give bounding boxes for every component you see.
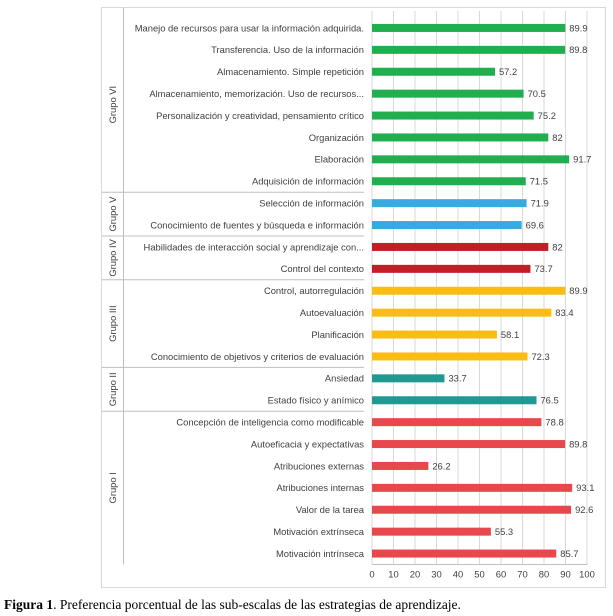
x-tick-label: 40 xyxy=(453,569,463,580)
category-label: Control del contexto xyxy=(281,263,364,274)
category-label: Atribuciones externas xyxy=(274,460,364,471)
group-label: Grupo IV xyxy=(107,238,118,276)
data-label: 82 xyxy=(552,241,562,252)
bar xyxy=(372,461,429,470)
data-label: 93.1 xyxy=(576,482,594,493)
bar xyxy=(372,286,566,295)
category-label: Transferencia. Uso de la información xyxy=(211,44,364,55)
category-label: Autoevaluación xyxy=(300,307,364,318)
data-label: 70.5 xyxy=(528,88,546,99)
bar xyxy=(372,45,566,54)
data-label: 69.6 xyxy=(526,219,544,230)
group-label: Grupo V xyxy=(107,196,118,232)
data-label: 58.1 xyxy=(501,329,519,340)
category-label: Almacenamiento. Simple repetición xyxy=(217,66,364,77)
category-label: Habilidades de interacción social y apre… xyxy=(144,241,364,252)
category-label: Ansiedad xyxy=(325,373,364,384)
bar xyxy=(372,177,526,186)
data-label: 85.7 xyxy=(560,548,578,559)
bar xyxy=(372,67,495,76)
category-label: Motivación intrínseca xyxy=(276,548,365,559)
category-label: Concepción de inteligencia como modifica… xyxy=(176,416,364,427)
data-label: 82 xyxy=(552,132,562,143)
bar xyxy=(372,549,557,558)
x-tick-label: 90 xyxy=(560,569,570,580)
bar xyxy=(372,352,528,361)
bar xyxy=(372,111,534,120)
caption-label: Figura 1 xyxy=(4,597,54,612)
data-label: 91.7 xyxy=(573,154,591,165)
bar-chart: Grupo VI Grupo V Grupo IV Grupo III Grupo II… xyxy=(101,7,606,588)
bar xyxy=(372,527,491,536)
data-label: 75.2 xyxy=(538,110,556,121)
category-label: Elaboración xyxy=(314,154,364,165)
data-label: 89.9 xyxy=(569,22,587,33)
figure-caption: Figura 1. Preferencia porcentual de las … xyxy=(4,597,609,613)
x-tick-label: 0 xyxy=(369,569,374,580)
bar xyxy=(372,242,549,251)
group-labels: Grupo VI Grupo V Grupo IV Grupo III Grupo II… xyxy=(101,7,364,565)
bar xyxy=(372,483,573,492)
x-tick-label: 20 xyxy=(410,569,420,580)
x-tick-label: 70 xyxy=(517,569,527,580)
bar xyxy=(372,396,537,405)
data-label: 57.2 xyxy=(499,66,517,77)
data-label: 33.7 xyxy=(448,373,466,384)
bar xyxy=(372,308,552,317)
category-label: Selección de información xyxy=(259,197,364,208)
x-tick-label: 50 xyxy=(474,569,484,580)
bar xyxy=(372,505,572,514)
x-tick-label: 80 xyxy=(539,569,549,580)
x-tick-label: 30 xyxy=(431,569,441,580)
x-tick-label: 60 xyxy=(496,569,506,580)
data-label: 78.8 xyxy=(545,416,563,427)
group-label: Grupo I xyxy=(107,472,118,503)
bar xyxy=(372,330,497,339)
category-label: Organización xyxy=(309,132,364,143)
data-label: 26.2 xyxy=(432,460,450,471)
category-label: Personalización y creatividad, pensamien… xyxy=(156,110,364,121)
category-label: Valor de la tarea xyxy=(296,504,365,515)
data-label: 89.8 xyxy=(569,438,587,449)
bars: Manejo de recursos para usar la informac… xyxy=(135,22,595,559)
data-label: 71.9 xyxy=(531,197,549,208)
data-label: 73.7 xyxy=(534,263,552,274)
category-label: Control, autorregulación xyxy=(264,285,364,296)
category-label: Adquisición de información xyxy=(252,176,364,187)
bar xyxy=(372,133,549,142)
bar xyxy=(372,264,531,273)
bar xyxy=(372,199,527,208)
category-label: Conocimiento de objetivos y criterios de… xyxy=(151,351,364,362)
bar xyxy=(372,418,542,427)
category-label: Autoeficacia y expectativas xyxy=(251,438,364,449)
data-label: 89.8 xyxy=(569,44,587,55)
x-tick-label: 100 xyxy=(579,569,595,580)
category-label: Estado físico y anímico xyxy=(268,395,364,406)
group-label: Grupo VI xyxy=(107,86,118,124)
category-label: Motivación extrínseca xyxy=(273,526,364,537)
data-label: 71.5 xyxy=(530,176,548,187)
category-label: Atribuciones internas xyxy=(276,482,364,493)
bar xyxy=(372,440,566,449)
x-axis: 0 10 20 30 40 50 60 70 80 90 100 xyxy=(369,564,595,580)
category-label: Conocimiento de fuentes y búsqueda e inf… xyxy=(150,219,364,230)
data-label: 72.3 xyxy=(531,351,549,362)
category-label: Manejo de recursos para usar la informac… xyxy=(135,22,364,33)
bar xyxy=(372,23,566,32)
caption-text: . Preferencia porcentual de las sub-esca… xyxy=(53,597,461,612)
data-label: 92.6 xyxy=(575,504,593,515)
data-label: 76.5 xyxy=(540,395,558,406)
category-label: Almacenamiento, memorización. Uso de rec… xyxy=(149,88,364,99)
bar xyxy=(372,374,445,383)
data-label: 89.9 xyxy=(569,285,587,296)
data-label: 55.3 xyxy=(495,526,513,537)
data-label: 83.4 xyxy=(555,307,573,318)
bar xyxy=(372,155,570,164)
category-label: Planificación xyxy=(311,329,364,340)
group-label: Grupo III xyxy=(107,305,118,341)
group-label: Grupo II xyxy=(107,372,118,406)
bar xyxy=(372,89,524,98)
bar xyxy=(372,221,522,230)
x-tick-label: 10 xyxy=(388,569,398,580)
